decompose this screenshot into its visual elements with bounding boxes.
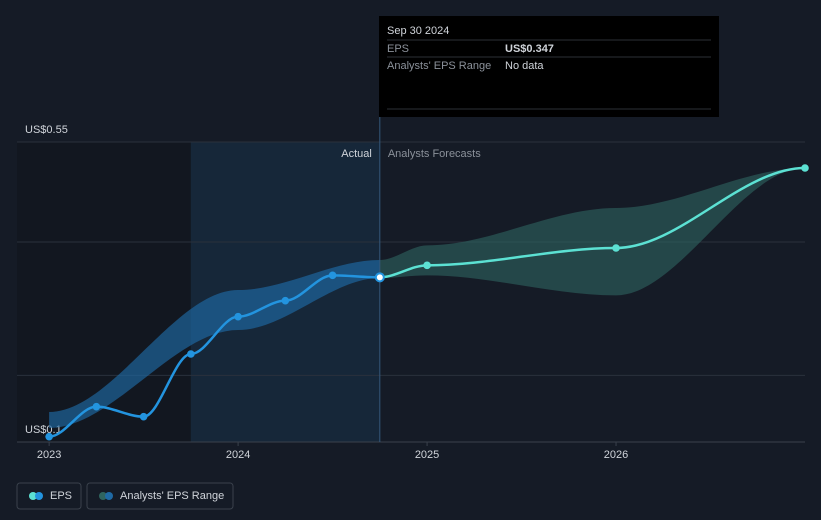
eps-point <box>374 272 385 283</box>
legend-label[interactable]: Analysts' EPS Range <box>120 490 224 502</box>
tooltip-label: EPS <box>387 43 409 55</box>
tooltip-value: No data <box>505 60 544 72</box>
eps-point <box>328 271 337 280</box>
eps-point <box>234 312 242 321</box>
x-tick-label: 2026 <box>604 449 628 461</box>
y-tick-label: US$0.55 <box>25 124 68 136</box>
legend-swatch <box>35 492 43 500</box>
legend-item[interactable] <box>86 482 234 510</box>
eps-point <box>423 261 431 270</box>
tooltip <box>379 16 719 117</box>
range-band <box>379 168 805 296</box>
range-band <box>49 260 380 428</box>
eps-point <box>187 350 195 358</box>
legend-swatch <box>29 492 37 500</box>
eps-point <box>801 164 809 172</box>
x-tick-label: 2023 <box>37 449 61 461</box>
eps-point <box>45 432 53 441</box>
tooltip-label: Analysts' EPS Range <box>387 60 491 72</box>
legend-swatch <box>105 492 113 500</box>
eps-point <box>139 412 148 421</box>
x-tick-label: 2025 <box>415 449 439 461</box>
actual-label: Actual <box>341 148 372 160</box>
eps-point <box>612 244 620 252</box>
legend-swatch <box>99 492 107 500</box>
tooltip-date: Sep 30 2024 <box>387 25 449 37</box>
eps-point <box>281 296 290 305</box>
legend-label[interactable]: EPS <box>50 490 72 502</box>
tooltip-value: US$0.347 <box>505 43 554 55</box>
eps-line <box>379 166 806 279</box>
forecast-label: Analysts Forecasts <box>388 148 481 160</box>
x-tick-label: 2024 <box>226 449 250 461</box>
legend-item[interactable] <box>16 482 82 510</box>
eps-point <box>92 402 101 411</box>
